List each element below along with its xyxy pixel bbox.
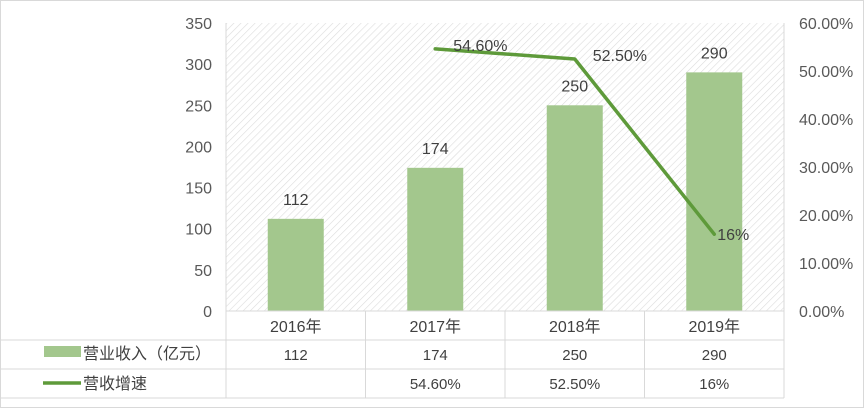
right-axis-tick-label: 40.00% — [799, 112, 853, 129]
left-axis-tick-label: 300 — [185, 57, 212, 74]
bar-data-label: 112 — [283, 192, 309, 209]
line-data-label: 52.50% — [593, 48, 647, 65]
table-cell-growth: 16% — [699, 376, 729, 393]
growth-point — [573, 57, 577, 61]
table-cell-revenue: 250 — [562, 347, 587, 364]
right-axis-tick-label: 30.00% — [799, 160, 853, 177]
table-cell-revenue: 112 — [284, 347, 308, 364]
category-label: 2018年 — [549, 318, 601, 336]
line-data-label: 54.60% — [453, 38, 507, 55]
category-label: 2016年 — [270, 318, 322, 336]
left-axis-tick-label: 0 — [203, 304, 212, 321]
category-label: 2019年 — [688, 318, 740, 336]
legend-label-revenue: 营业收入（亿元） — [83, 345, 211, 363]
left-axis-tick-label: 350 — [185, 16, 212, 33]
bar-data-label: 174 — [422, 141, 449, 158]
table-cell-revenue: 174 — [423, 347, 448, 364]
left-axis-tick-label: 150 — [185, 181, 212, 198]
bar — [267, 218, 324, 311]
left-axis-tick-label: 100 — [185, 222, 212, 239]
left-axis-tick-label: 200 — [185, 139, 212, 156]
table-cell-growth: 54.60% — [410, 376, 461, 393]
bar — [546, 105, 603, 312]
table-cell-growth: 52.50% — [549, 376, 600, 393]
bar — [686, 72, 743, 311]
legend-key-bar — [44, 346, 81, 357]
right-axis-tick-label: 0.00% — [799, 304, 844, 321]
bar-data-label: 250 — [561, 78, 588, 95]
left-axis-tick-label: 250 — [185, 98, 212, 115]
line-data-label: 16% — [717, 227, 749, 244]
bar-data-label: 290 — [701, 45, 728, 62]
right-axis-tick-label: 10.00% — [799, 256, 853, 273]
growth-point — [433, 47, 437, 51]
right-axis-tick-label: 60.00% — [799, 16, 853, 33]
bar — [407, 167, 464, 311]
right-axis-tick-label: 50.00% — [799, 64, 853, 81]
table-cell-revenue: 290 — [702, 347, 727, 364]
legend-label-growth: 营收增速 — [83, 375, 147, 393]
growth-point — [712, 232, 716, 236]
right-axis-tick-label: 20.00% — [799, 208, 853, 225]
category-label: 2017年 — [409, 318, 461, 336]
left-axis-tick-label: 50 — [194, 263, 212, 280]
